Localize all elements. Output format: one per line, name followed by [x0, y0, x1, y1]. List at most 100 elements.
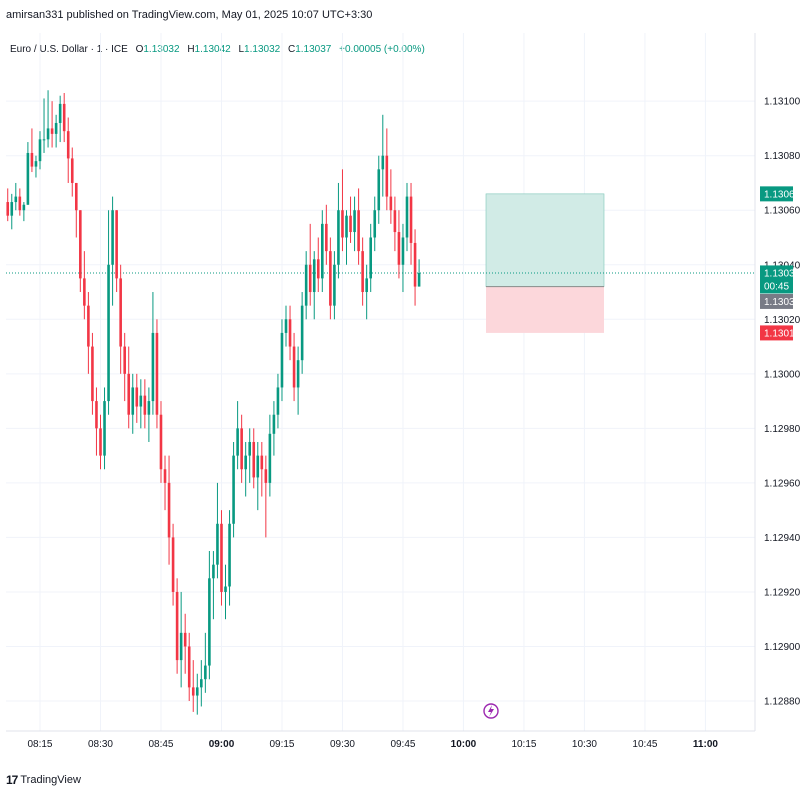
- candle-body: [139, 395, 143, 407]
- flash-icon[interactable]: [483, 703, 499, 719]
- tradingview-logo-icon: 17: [6, 773, 18, 787]
- candle: [208, 551, 211, 680]
- candle-body: [83, 278, 86, 306]
- candle-body: [6, 202, 10, 216]
- price-tick-label: 1.12920: [764, 587, 800, 598]
- candle: [377, 155, 381, 224]
- candle: [54, 114, 58, 148]
- candle-body: [369, 237, 373, 279]
- candle-body: [107, 264, 110, 402]
- candle-body: [385, 155, 389, 197]
- candle-body: [50, 128, 54, 134]
- candle-body: [345, 215, 348, 238]
- candle: [147, 387, 151, 442]
- candle: [316, 237, 320, 293]
- time-tick-label: 10:30: [572, 739, 597, 750]
- candle: [369, 223, 373, 293]
- candle: [115, 210, 118, 293]
- candle-body: [393, 210, 397, 233]
- high-value: 1.13042: [194, 44, 231, 55]
- candle: [284, 305, 288, 347]
- candle: [10, 193, 14, 230]
- candle-body: [147, 401, 151, 415]
- candle: [312, 251, 316, 320]
- candle-body: [349, 215, 352, 233]
- candle: [14, 182, 18, 211]
- candle: [163, 455, 167, 511]
- candle: [224, 564, 227, 620]
- candle: [232, 441, 235, 538]
- candle-body: [284, 319, 288, 333]
- candle: [143, 379, 147, 429]
- candle: [34, 155, 38, 178]
- high-label: H: [187, 44, 195, 55]
- candle-body: [200, 679, 203, 688]
- candle-body: [103, 401, 106, 456]
- candle: [66, 117, 70, 183]
- candle: [187, 632, 191, 702]
- candle: [220, 510, 223, 606]
- time-tick-label: 08:15: [27, 739, 52, 750]
- candle-body: [260, 455, 264, 470]
- candle-body: [228, 523, 231, 587]
- candle: [304, 251, 308, 320]
- candle: [22, 202, 26, 222]
- price-tag-label: 1.13037: [764, 268, 800, 279]
- price-tag-bg: [760, 186, 793, 202]
- candle: [244, 441, 247, 497]
- flash-icon-ring: [483, 703, 499, 719]
- candle: [308, 223, 312, 306]
- price-tick-label: 1.12900: [764, 642, 800, 653]
- candle: [329, 237, 332, 320]
- candle-body: [288, 319, 292, 347]
- candle-body: [308, 264, 312, 293]
- time-axis[interactable]: 08:15 08:30 08:45 09:00 09:15 09:30 09:45 10:00…: [6, 730, 755, 750]
- candle-body: [417, 272, 421, 287]
- candle: [381, 114, 385, 197]
- candle-body: [300, 305, 304, 361]
- candle-body: [280, 332, 284, 388]
- price-axis[interactable]: 1.12880 1.12900 1.12920 1.12940 1.12960 1.129…: [754, 33, 800, 731]
- candle: [167, 455, 171, 565]
- candle: [280, 319, 284, 402]
- candle-body: [389, 196, 393, 211]
- candle: [58, 95, 62, 143]
- candle: [413, 229, 417, 306]
- price-tag-entry: 1.13032: [760, 293, 800, 309]
- price-tick-label: 1.13000: [764, 369, 800, 380]
- candle-body: [42, 139, 46, 141]
- candle: [46, 90, 50, 148]
- candle-body: [208, 578, 211, 666]
- candle-body: [413, 242, 417, 287]
- price-tags: 1.13066 1.13037 00:45 1.13032 1.13015: [760, 186, 800, 341]
- candle-body: [79, 210, 82, 279]
- time-tick-label: 09:15: [269, 739, 294, 750]
- candle-body: [22, 204, 26, 211]
- stop-zone[interactable]: [486, 286, 604, 333]
- candle-body: [272, 414, 276, 434]
- candle: [127, 346, 131, 429]
- candle: [171, 523, 175, 606]
- candle: [204, 632, 207, 693]
- candle-body: [38, 139, 42, 162]
- candle-body: [18, 196, 22, 211]
- candle-body: [264, 469, 268, 483]
- position-zones[interactable]: [6, 193, 755, 333]
- brand-footer[interactable]: 17 TradingView: [6, 773, 81, 787]
- price-tag-label: 1.13066: [764, 189, 800, 200]
- chart-grid: [6, 33, 755, 731]
- target-zone[interactable]: [485, 193, 605, 287]
- symbol-name[interactable]: Euro / U.S. Dollar · 1 · ICE: [10, 44, 128, 55]
- candle: [111, 196, 114, 306]
- price-tag-stop: 1.13015: [760, 325, 800, 341]
- candle: [107, 210, 110, 415]
- time-tick-label: 10:15: [511, 739, 536, 750]
- candle-body: [236, 428, 239, 456]
- candle-body: [62, 103, 66, 132]
- candle: [95, 387, 98, 456]
- candle: [18, 188, 22, 216]
- close-label: C: [287, 44, 296, 55]
- candle-body: [151, 332, 155, 402]
- candle-body: [248, 441, 252, 456]
